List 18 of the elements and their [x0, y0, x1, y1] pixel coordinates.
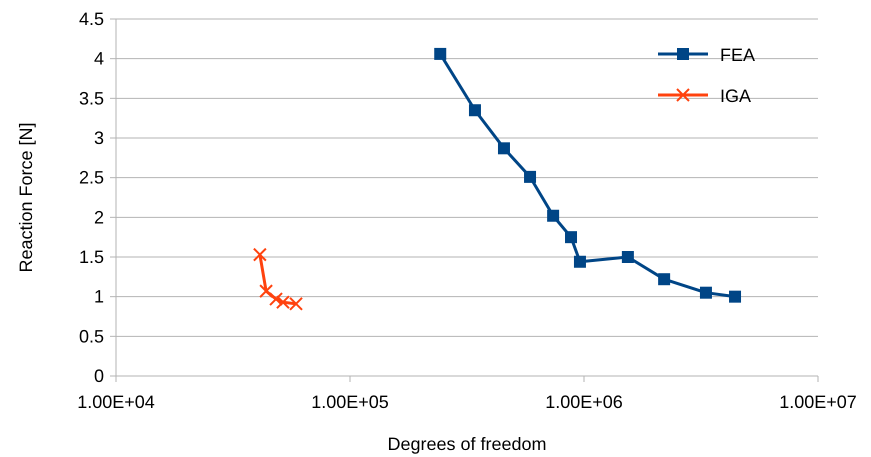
y-tick-label: 1 [94, 286, 104, 307]
x-tick-label: 1.00E+05 [311, 392, 389, 412]
legend-label: FEA [720, 45, 756, 65]
x-axis-title: Degrees of freedom [387, 434, 547, 454]
y-axis-title: Reaction Force [N] [16, 122, 36, 273]
y-tick-label: 1.5 [78, 247, 104, 267]
y-tick-label: 2.5 [78, 168, 104, 188]
y-tick-label: 3 [94, 128, 104, 148]
x-tick-label: 1.00E+06 [545, 392, 623, 412]
y-tick-label: 3.5 [78, 88, 104, 108]
y-tick-label: 0.5 [78, 326, 104, 346]
y-tick-label: 0 [94, 366, 104, 386]
y-tick-label: 4.5 [78, 9, 104, 29]
x-tick-label: 1.00E+04 [77, 392, 155, 412]
x-tick-label: 1.00E+07 [779, 392, 857, 412]
legend-label: IGA [720, 86, 752, 106]
y-tick-label: 4 [94, 48, 104, 69]
y-tick-label: 2 [94, 207, 104, 228]
